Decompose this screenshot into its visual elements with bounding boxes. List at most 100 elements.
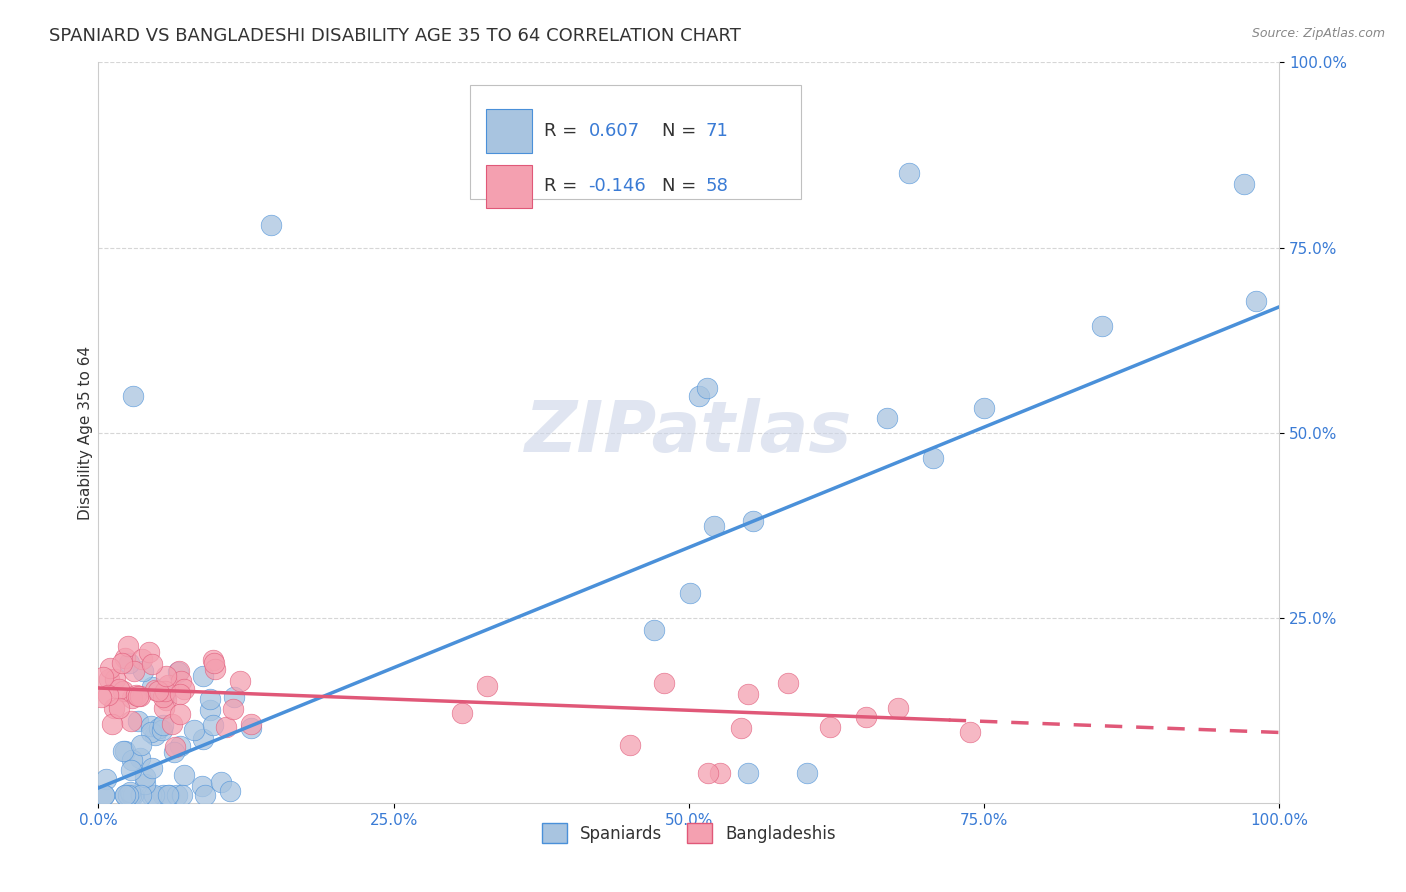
Point [742,514,765,528]
Point [114,789,136,803]
Point [90,690,112,705]
Point [120,764,142,778]
Point [97,688,120,702]
Point [475,679,498,693]
FancyBboxPatch shape [486,165,531,209]
Point [129,738,152,752]
Point [239,721,262,735]
Point [796,766,818,780]
Point [107,700,129,714]
Legend: Spaniards, Bangladeshis: Spaniards, Bangladeshis [536,816,842,850]
Point [173,681,195,696]
Point [959,724,981,739]
Text: N =: N = [662,178,696,195]
Point [730,721,752,735]
Point [183,723,205,738]
Point [125,688,148,702]
Point [155,669,177,683]
Point [1244,293,1267,308]
Point [451,706,474,720]
Point [167,665,190,679]
Point [222,702,245,716]
Point [643,623,665,637]
Point [139,719,162,733]
Point [127,689,149,703]
Point [93,670,115,684]
Point [117,639,139,653]
Point [152,718,174,732]
Point [887,700,910,714]
Point [98,672,121,686]
Point [148,721,170,735]
Point [228,674,250,689]
Point [111,684,134,698]
Point [141,761,163,775]
Point [166,789,188,803]
Point [897,166,920,180]
Text: SPANIARD VS BANGLADESHI DISABILITY AGE 35 TO 64 CORRELATION CHART: SPANIARD VS BANGLADESHI DISABILITY AGE 3… [49,27,741,45]
Point [156,789,179,803]
Point [1233,177,1256,191]
Point [202,656,225,670]
Point [696,766,718,780]
Point [652,676,675,690]
Point [696,381,718,395]
Text: R =: R = [544,178,576,195]
Point [201,653,224,667]
Point [146,684,169,698]
Point [134,777,156,791]
Point [679,586,702,600]
Point [134,770,156,784]
Point [141,680,163,694]
Point [112,744,135,758]
Point [103,701,125,715]
Point [114,650,136,665]
Point [973,401,995,415]
Point [776,675,799,690]
Point [100,717,122,731]
Point [131,652,153,666]
Point [191,732,214,747]
Point [169,706,191,721]
Point [709,766,731,780]
Point [219,783,242,797]
Point [121,789,143,803]
Point [153,701,176,715]
Point [131,789,153,803]
Point [163,745,186,759]
Point [737,766,759,780]
Y-axis label: Disability Age 35 to 64: Disability Age 35 to 64 [77,345,93,520]
Point [108,682,131,697]
Point [818,720,841,734]
Point [155,693,177,707]
Point [127,714,149,729]
Point [117,789,139,803]
Point [94,772,117,787]
Text: 58: 58 [706,178,728,195]
Point [193,669,215,683]
Point [204,662,226,676]
Point [150,723,173,737]
Point [169,739,191,753]
Point [142,789,165,803]
Point [118,785,141,799]
Point [143,728,166,742]
Point [169,687,191,701]
Point [128,750,150,764]
Point [157,789,180,803]
Point [141,657,163,671]
FancyBboxPatch shape [471,85,801,200]
Point [209,775,232,789]
Point [104,673,127,687]
Point [876,410,898,425]
Point [688,388,710,402]
Point [118,656,141,670]
FancyBboxPatch shape [486,109,531,153]
Point [1091,319,1114,334]
Point [240,717,263,731]
Point [111,656,134,670]
Point [173,767,195,781]
Point [191,779,214,793]
Point [201,718,224,732]
Point [143,682,166,697]
